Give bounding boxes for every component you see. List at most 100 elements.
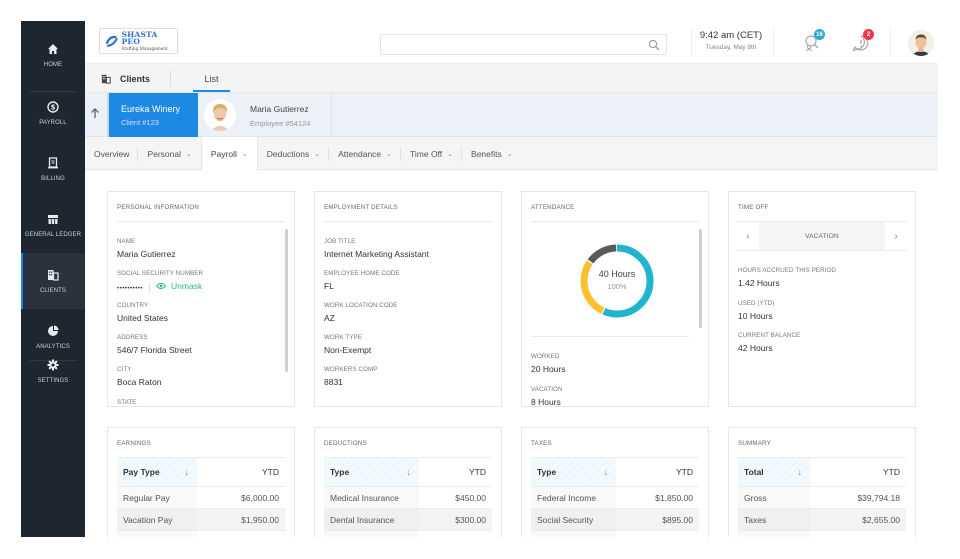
summary-table: Total ↓ YTD Gross $39,794.18 Taxes $2,655.0…: [738, 457, 906, 537]
field-vacation: Vacation 8 Hours: [531, 386, 563, 407]
tab-benefits[interactable]: Benefits ⌄: [471, 148, 513, 159]
scrollbar[interactable]: [699, 229, 702, 328]
sort-down-icon: ↓: [184, 467, 190, 477]
card-title: Personal Information: [117, 204, 200, 211]
divider: [531, 336, 689, 337]
sort-down-icon: ↓: [797, 467, 803, 477]
top-header: SHASTA PEO Staffing Management 9:42 am (…: [85, 21, 938, 64]
search-box[interactable]: [380, 34, 667, 55]
table-row[interactable]: Federal Income $1,850.00: [531, 487, 699, 509]
card-title: Time Off: [738, 204, 769, 211]
alerts-button[interactable]: 2: [850, 29, 874, 54]
breadcrumb-clients[interactable]: Clients: [101, 65, 150, 92]
table-row[interactable]: Dental Insurance $300.00: [324, 509, 492, 531]
employee-avatar: [204, 99, 236, 131]
tab-time-off[interactable]: Time Off ⌄: [401, 137, 463, 170]
table-row[interactable]: Gross $39,794.18: [738, 487, 906, 509]
gear-icon: [47, 359, 59, 373]
header-divider: [773, 28, 774, 56]
alert-bubble-icon: [852, 35, 869, 52]
tab-payroll[interactable]: Payroll ⌄: [200, 137, 258, 171]
tab-attendance[interactable]: Attendance ⌄: [329, 137, 401, 170]
sort-column-header[interactable]: Type ↓: [324, 458, 419, 486]
sidebar-item-general-ledger[interactable]: General Ledger: [21, 197, 85, 253]
user-avatar[interactable]: [908, 30, 934, 56]
table-header: Type ↓ YTD: [324, 457, 492, 487]
building-icon: [101, 74, 111, 84]
previous-type-button[interactable]: ‹: [737, 222, 759, 250]
column-header[interactable]: YTD: [469, 467, 486, 477]
column-header[interactable]: YTD: [676, 467, 693, 477]
table-header: Pay Type ↓ YTD: [117, 457, 285, 487]
sidebar-item-payroll[interactable]: $ Payroll: [21, 85, 85, 141]
context-bar: Eureka Winery Client #123 Maria Gutierre…: [85, 92, 938, 137]
field-home-code: Employee Home Code FL: [324, 270, 400, 291]
unmask-button[interactable]: Unmask: [156, 281, 202, 291]
sidebar: Home $ Payroll Billing General Ledger Cl: [21, 21, 85, 537]
search-people-button[interactable]: 16: [801, 29, 825, 54]
tab-overview[interactable]: Overview: [85, 137, 139, 170]
card-title: Employment Details: [324, 204, 398, 211]
alert-badge: 2: [863, 29, 874, 40]
donut-total: 40 Hours: [598, 269, 636, 279]
chevron-down-icon: ⌄: [506, 150, 513, 158]
sort-down-icon: ↓: [603, 467, 609, 477]
personal-information-card: Personal Information Name Maria Gutierre…: [107, 191, 295, 407]
logo-subtitle: Staffing Management: [121, 45, 168, 51]
employee-id: Employee #54124: [250, 119, 311, 128]
table-row[interactable]: Vacation Pay $1,950.00: [117, 509, 285, 531]
sidebar-item-billing[interactable]: Billing: [21, 141, 85, 197]
person-search-icon: [805, 35, 819, 52]
current-time: 9:42 am (CET): [699, 30, 763, 41]
field-name: Name Maria Gutierrez: [117, 238, 176, 259]
scrollbar[interactable]: [285, 229, 288, 372]
table-row-partial: [117, 531, 285, 537]
header-divider: [691, 28, 692, 56]
donut-segment-worked: [580, 244, 654, 318]
sort-column-header[interactable]: Type ↓: [531, 458, 616, 486]
logo-mark-icon: [105, 35, 118, 47]
sidebar-item-analytics[interactable]: Analytics: [21, 309, 85, 365]
field-city: City Boca Raton: [117, 366, 162, 387]
tab-deductions[interactable]: Deductions ⌄: [258, 137, 330, 170]
field-used-ytd: Used (YTD) 10 Hours: [738, 300, 775, 321]
table-row-partial: [324, 531, 492, 537]
company-logo[interactable]: SHASTA PEO Staffing Management: [99, 28, 178, 54]
table-row[interactable]: Medical Insurance $450.00: [324, 487, 492, 509]
search-icon[interactable]: [648, 39, 660, 51]
section-nav: Overview Personal ⌄ Payroll ⌄ Deductions ⌄ …: [85, 137, 938, 171]
employee-photo: [204, 99, 236, 131]
sidebar-item-clients[interactable]: Clients: [21, 253, 85, 309]
table-row-partial: [738, 531, 906, 537]
field-job-title: Job Title Internet Marketing Assistant: [324, 238, 429, 259]
sidebar-item-settings[interactable]: Settings: [21, 341, 85, 401]
field-hours-accrued: Hours Accrued This Period 1.42 Hours: [738, 267, 836, 288]
main-content: Personal Information Name Maria Gutierre…: [85, 171, 938, 537]
table-row[interactable]: Regular Pay $6,000.00: [117, 487, 285, 509]
search-input[interactable]: [381, 36, 631, 55]
notification-badge: 16: [814, 29, 825, 40]
selected-client[interactable]: Eureka Winery Client #123: [107, 93, 198, 137]
current-date: Tuesday, May 8th: [705, 44, 757, 51]
sort-column-header[interactable]: Pay Type ↓: [117, 458, 197, 486]
client-name: Eureka Winery: [121, 104, 181, 114]
sort-column-header[interactable]: Total ↓: [738, 458, 810, 486]
logo-title: SHASTA PEO: [121, 29, 158, 47]
ssn-masked: ••••••••••: [117, 286, 144, 292]
field-current-balance: Current Balance 42 Hours: [738, 332, 801, 353]
clock: 9:42 am (CET) Tuesday, May 8th: [691, 30, 771, 51]
tab-list[interactable]: List: [193, 65, 230, 92]
table-row[interactable]: Social Security $895.00: [531, 509, 699, 531]
sidebar-item-home[interactable]: Home: [21, 27, 85, 83]
tab-personal[interactable]: Personal ⌄: [147, 148, 192, 159]
table-row[interactable]: Taxes $2,655.00: [738, 509, 906, 531]
divider: [324, 221, 492, 222]
collapse-up-button[interactable]: [89, 107, 101, 121]
attendance-donut-chart: [580, 244, 654, 318]
time-off-card: Time Off ‹ Vacation › Hours Accrued This…: [728, 191, 916, 407]
time-off-type: Vacation: [805, 232, 839, 240]
column-header[interactable]: YTD: [262, 467, 279, 477]
column-header[interactable]: YTD: [883, 467, 900, 477]
next-type-button[interactable]: ›: [885, 222, 907, 250]
selected-employee[interactable]: Maria Gutierrez Employee #54124: [198, 93, 332, 137]
